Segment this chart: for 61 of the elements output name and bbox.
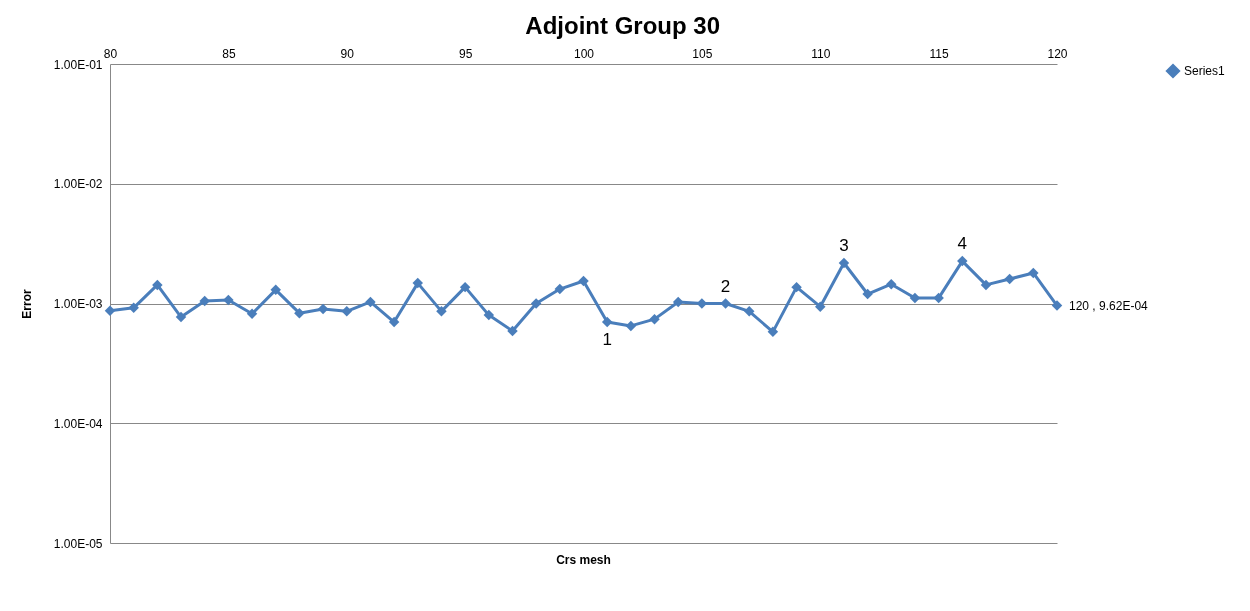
point (862, 288, 873, 300)
point (365, 296, 376, 308)
point (507, 325, 518, 337)
y-tick-label: 1.00E-04 (53, 416, 103, 431)
point (199, 295, 210, 307)
point (933, 292, 944, 304)
point (649, 313, 660, 325)
point (791, 281, 802, 293)
point (246, 308, 258, 320)
annotation: 2 (720, 276, 731, 296)
point (294, 307, 305, 319)
point (957, 255, 968, 267)
y-axis-title: Error (19, 289, 34, 319)
point (815, 301, 826, 312)
point (554, 283, 566, 295)
point (530, 298, 542, 309)
point (388, 316, 400, 328)
x-axis-title: Crs mesh (556, 553, 611, 567)
y-tick-label: 1.00E-05 (53, 536, 103, 551)
point (625, 320, 637, 332)
point (317, 303, 329, 315)
point (459, 281, 471, 293)
point (1028, 267, 1039, 279)
annotation: 120 , 9.62E-04 (1069, 298, 1149, 313)
point (341, 306, 352, 317)
point (436, 306, 447, 317)
point (175, 311, 187, 323)
point (483, 309, 495, 321)
y-tick-label: 1.00E-02 (53, 177, 103, 192)
point (152, 279, 163, 291)
point (223, 294, 234, 306)
x-tick-label: 115 (929, 46, 950, 61)
point (412, 277, 424, 289)
point (128, 302, 139, 314)
x-tick-label: 120 (1047, 46, 1068, 61)
annotation: 1 (602, 330, 612, 350)
annotation: 4 (957, 234, 968, 254)
point (886, 278, 897, 290)
x-tick-label: 100 (573, 46, 595, 61)
x-tick-label: 105 (692, 46, 713, 61)
point (270, 284, 281, 296)
point (601, 316, 613, 328)
y-tick-label: 1.00E-01 (53, 57, 103, 72)
x-tick-label: 90 (340, 46, 355, 61)
point (743, 306, 755, 317)
x-tick-label: 80 (103, 46, 118, 61)
point (1051, 300, 1063, 311)
point (104, 305, 116, 316)
legend-label: Series1 (1184, 64, 1226, 78)
point (672, 296, 684, 308)
point (838, 257, 850, 269)
point (578, 275, 589, 287)
point (1004, 273, 1015, 285)
y-tick-label: 1.00E-03 (53, 297, 103, 311)
point (767, 326, 779, 338)
point (980, 279, 992, 291)
x-tick-label: 85 (222, 46, 236, 61)
x-tick-label: 95 (458, 46, 473, 61)
annotation: 3 (839, 235, 849, 255)
chart-title: Adjoint Group 30 (525, 12, 720, 39)
x-tick-label: 110 (811, 46, 831, 61)
